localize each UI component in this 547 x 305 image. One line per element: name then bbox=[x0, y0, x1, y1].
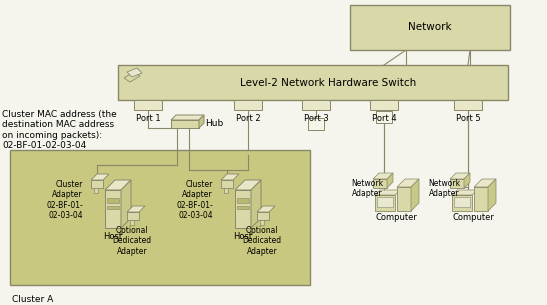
Polygon shape bbox=[221, 180, 233, 188]
Polygon shape bbox=[464, 173, 470, 188]
Polygon shape bbox=[171, 120, 199, 128]
Polygon shape bbox=[107, 198, 119, 203]
Polygon shape bbox=[127, 212, 139, 220]
Text: Network
Adapter: Network Adapter bbox=[351, 179, 383, 198]
Polygon shape bbox=[237, 206, 249, 209]
Polygon shape bbox=[377, 197, 393, 207]
Polygon shape bbox=[474, 187, 488, 211]
Text: Hub: Hub bbox=[205, 120, 223, 128]
Polygon shape bbox=[397, 187, 411, 211]
Text: Port 3: Port 3 bbox=[304, 114, 328, 123]
Polygon shape bbox=[454, 197, 470, 207]
Polygon shape bbox=[375, 190, 400, 195]
Polygon shape bbox=[127, 68, 142, 77]
Polygon shape bbox=[121, 180, 131, 228]
Text: Port 2: Port 2 bbox=[236, 114, 260, 123]
Polygon shape bbox=[91, 174, 109, 180]
Text: Host: Host bbox=[103, 232, 123, 241]
Bar bbox=[234, 100, 262, 110]
Bar bbox=[350, 5, 510, 50]
Bar bbox=[454, 100, 482, 110]
Text: Port 1: Port 1 bbox=[136, 114, 160, 123]
Polygon shape bbox=[235, 190, 251, 228]
Polygon shape bbox=[411, 179, 419, 211]
Polygon shape bbox=[91, 180, 103, 188]
Text: Port 5: Port 5 bbox=[456, 114, 480, 123]
Polygon shape bbox=[397, 179, 419, 187]
Polygon shape bbox=[199, 115, 204, 128]
Text: Network: Network bbox=[408, 23, 452, 33]
Polygon shape bbox=[452, 195, 472, 211]
Polygon shape bbox=[257, 206, 275, 212]
Polygon shape bbox=[251, 180, 261, 228]
Polygon shape bbox=[105, 180, 131, 190]
Text: Cluster MAC address (the
destination MAC address
on incoming packets):
02-BF-01-: Cluster MAC address (the destination MAC… bbox=[2, 110, 117, 150]
Polygon shape bbox=[94, 188, 98, 193]
Polygon shape bbox=[124, 72, 140, 82]
Text: Computer: Computer bbox=[452, 213, 494, 222]
Bar bbox=[302, 100, 330, 110]
Polygon shape bbox=[375, 195, 395, 211]
Text: Computer: Computer bbox=[375, 213, 417, 222]
Bar bbox=[376, 111, 392, 123]
Polygon shape bbox=[224, 188, 228, 193]
Polygon shape bbox=[107, 206, 119, 209]
Bar bbox=[308, 118, 324, 130]
Polygon shape bbox=[127, 206, 145, 212]
Polygon shape bbox=[130, 220, 134, 225]
Text: Optional
Dedicated
Adapter: Optional Dedicated Adapter bbox=[113, 226, 152, 256]
Text: Optional
Dedicated
Adapter: Optional Dedicated Adapter bbox=[242, 226, 282, 256]
Polygon shape bbox=[235, 180, 261, 190]
Polygon shape bbox=[387, 173, 393, 188]
Text: Cluster
Adapter
02-BF-01-
02-03-04: Cluster Adapter 02-BF-01- 02-03-04 bbox=[176, 180, 213, 220]
Polygon shape bbox=[221, 174, 239, 180]
Text: Cluster
Adapter
02-BF-01-
02-03-04: Cluster Adapter 02-BF-01- 02-03-04 bbox=[46, 180, 83, 220]
Bar bbox=[370, 100, 398, 110]
Polygon shape bbox=[373, 179, 387, 188]
Polygon shape bbox=[474, 179, 496, 187]
Polygon shape bbox=[488, 179, 496, 211]
Polygon shape bbox=[452, 190, 477, 195]
Text: Network
Adapter: Network Adapter bbox=[428, 179, 460, 198]
Text: Cluster A: Cluster A bbox=[12, 295, 53, 304]
Polygon shape bbox=[260, 220, 264, 225]
Polygon shape bbox=[257, 212, 269, 220]
Bar bbox=[134, 100, 162, 110]
Polygon shape bbox=[373, 173, 393, 179]
Bar bbox=[118, 65, 508, 100]
Polygon shape bbox=[450, 173, 470, 179]
Polygon shape bbox=[237, 198, 249, 203]
Polygon shape bbox=[171, 115, 204, 120]
Text: Level-2 Network Hardware Switch: Level-2 Network Hardware Switch bbox=[240, 77, 416, 88]
Polygon shape bbox=[105, 190, 121, 228]
Polygon shape bbox=[450, 179, 464, 188]
Text: Host: Host bbox=[234, 232, 253, 241]
Text: Port 4: Port 4 bbox=[372, 114, 397, 123]
Bar bbox=[10, 150, 310, 285]
